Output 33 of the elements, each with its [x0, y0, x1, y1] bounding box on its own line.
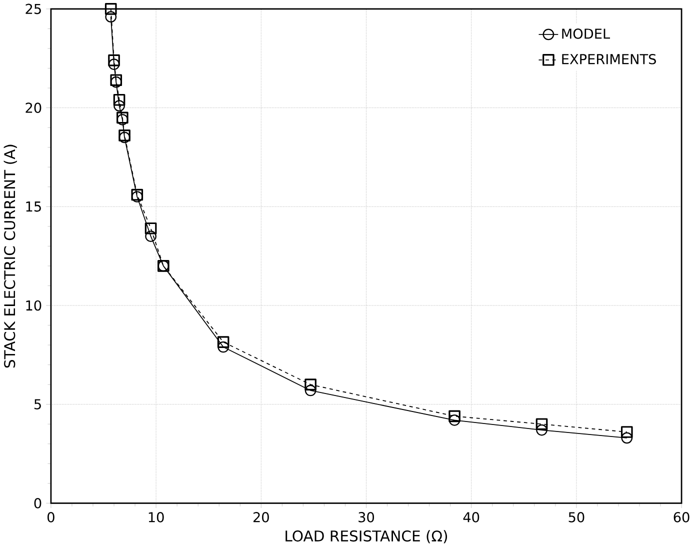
x-tick-label: 10	[148, 512, 164, 522]
y-tick-label: 5	[34, 399, 41, 410]
y-tick-label: 10	[26, 300, 42, 311]
x-tick-label: 40	[463, 512, 480, 522]
point	[145, 230, 156, 242]
legend-label: MODEL	[562, 28, 610, 39]
x-axis-title: LOAD RESISTANCE (Ω)	[286, 530, 448, 544]
point	[105, 11, 117, 22]
y-tick-label: 0	[34, 498, 42, 508]
point	[217, 336, 230, 348]
point	[304, 384, 316, 396]
point	[304, 378, 316, 390]
y-tick-label: 25	[26, 4, 41, 14]
point	[114, 100, 125, 112]
point	[621, 432, 633, 444]
point	[536, 424, 548, 436]
y-tick-label: 15	[26, 202, 41, 212]
x-tick-label: 20	[253, 512, 269, 522]
y-tick-label: 20	[26, 102, 42, 113]
legend-label: EXPERIMENTS	[562, 54, 656, 64]
point	[104, 2, 117, 15]
y-axis-title: STACK ELECTRIC CURRENT (A)	[4, 144, 17, 368]
x-tick-label: 60	[674, 512, 690, 522]
x-tick-label: 0	[48, 512, 54, 522]
x-tick-label: 30	[358, 512, 374, 522]
x-tick-label: 50	[568, 512, 584, 522]
point	[108, 54, 120, 66]
point	[620, 426, 633, 438]
point	[131, 188, 144, 201]
point	[536, 418, 548, 430]
point	[144, 222, 157, 234]
point	[448, 410, 460, 422]
point	[113, 94, 126, 106]
